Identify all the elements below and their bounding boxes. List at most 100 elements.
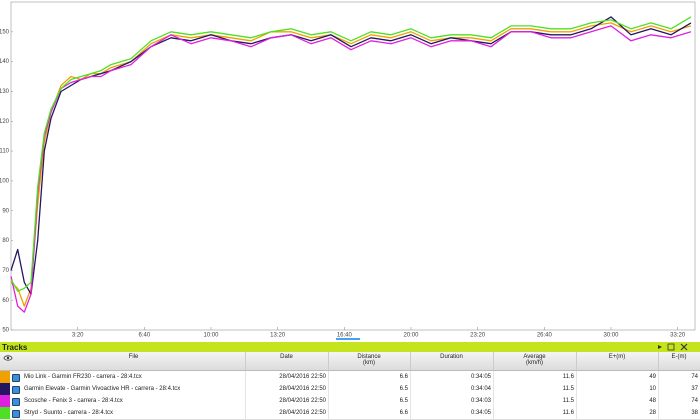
cell-value: 6.5 <box>399 398 408 404</box>
column-divider <box>576 352 577 370</box>
chart: 50 60 70 80 90 100 110 120 130 140 150 3:20 6:40 10:0… <box>0 1 696 340</box>
panel-title: Tracks <box>2 343 28 352</box>
y-tick-label: 110 <box>0 149 10 155</box>
cell-divider <box>328 395 329 407</box>
cell-value: 11.5 <box>562 398 574 404</box>
cell-value: 0:34:05 <box>470 410 491 416</box>
x-tick-label: 10:00 <box>203 333 219 339</box>
cell-divider <box>658 383 659 395</box>
y-tick-label: 60 <box>2 298 9 304</box>
y-tick-label: 80 <box>2 238 9 244</box>
column-divider <box>658 352 659 370</box>
cell-divider <box>576 407 577 419</box>
hr-line <box>10 22 692 307</box>
tracks-bar: Tracks <box>0 342 700 352</box>
tracks-panel: Tracks File Date Distance (km) Duration Aver… <box>0 342 700 420</box>
cell-value: 74 <box>691 374 698 380</box>
cell-divider <box>328 371 329 383</box>
x-tick-label: 13:20 <box>270 333 286 339</box>
cell-divider <box>328 383 329 395</box>
cell-divider <box>658 407 659 419</box>
x-tick-label: 23:20 <box>470 333 486 339</box>
cell-divider <box>245 407 246 419</box>
cell-value: 28 <box>649 410 656 416</box>
column-header: Distance (km) <box>357 354 381 366</box>
x-tick-label: 3:20 <box>72 333 84 339</box>
cell-divider <box>658 395 659 407</box>
cell-value: 49 <box>649 374 656 380</box>
x-tick-label: 6:40 <box>138 333 150 339</box>
cell-value: 11.5 <box>562 386 574 392</box>
y-tick-label: 140 <box>0 59 10 65</box>
cell-value: 28/04/2016 22:50 <box>279 386 326 392</box>
file-name: Scosche - Fenix 3 - carrera - 28:4.tcx <box>24 398 123 404</box>
cell-divider <box>245 395 246 407</box>
column-header: Date <box>280 354 293 360</box>
file-name: Stryd - Suunto - carrera - 28:4.tcx <box>24 410 114 416</box>
cell-divider <box>410 407 411 419</box>
track-row[interactable]: Stryd - Suunto - carrera - 28:4.tcx 28/04… <box>0 407 700 420</box>
cell-divider <box>493 407 494 419</box>
cell-divider <box>410 395 411 407</box>
file-name: Garmin Elevate - Garmin Vivoactive HR - … <box>24 386 181 392</box>
visibility-checkbox[interactable] <box>12 398 20 406</box>
scroll-marker[interactable] <box>336 338 360 340</box>
color-swatch <box>0 395 10 407</box>
cell-divider <box>493 371 494 383</box>
color-swatch <box>0 371 10 383</box>
cell-value: 0:34:04 <box>470 386 491 392</box>
y-tick-label: 90 <box>2 208 9 214</box>
color-swatch <box>0 383 10 395</box>
column-header: E+(m) <box>608 354 626 360</box>
x-tick-label: 26:40 <box>537 333 553 339</box>
visibility-checkbox[interactable] <box>12 410 20 418</box>
cell-value: 11.6 <box>562 410 574 416</box>
cell-divider <box>245 383 246 395</box>
column-header: E-(m) <box>671 354 687 360</box>
cell-value: 28/04/2016 22:50 <box>279 410 326 416</box>
cell-divider <box>245 371 246 383</box>
column-header: Duration <box>440 354 463 360</box>
file-name: Mio Link - Garmin FR230 - carrera - 28:4… <box>24 374 142 380</box>
x-tick-label: 33:20 <box>670 333 686 339</box>
cell-value: 10 <box>649 386 656 392</box>
cell-value: 48 <box>649 398 656 404</box>
eye-icon[interactable] <box>0 352 20 370</box>
y-tick-label: 150 <box>0 29 10 35</box>
cell-value: 6.5 <box>399 386 408 392</box>
table-header: File Date Distance (km) Duration Average (km… <box>0 352 700 371</box>
cell-value: 28/04/2016 22:50 <box>279 398 326 404</box>
cell-divider <box>410 383 411 395</box>
cell-value: 0:34:05 <box>470 374 491 380</box>
cell-divider <box>576 395 577 407</box>
cell-value: 28/04/2016 22:50 <box>279 374 326 380</box>
color-swatch <box>0 407 10 419</box>
cell-divider <box>493 383 494 395</box>
column-header: Average (km/h) <box>523 354 546 366</box>
cell-divider <box>658 371 659 383</box>
column-divider <box>410 352 411 370</box>
column-divider <box>328 352 329 370</box>
cell-value: 38 <box>691 410 698 416</box>
cell-value: 0:34:03 <box>470 398 491 404</box>
cell-divider <box>328 407 329 419</box>
cell-divider <box>576 371 577 383</box>
hr-line <box>10 16 692 292</box>
cell-value: 6.6 <box>399 374 408 380</box>
cell-divider <box>410 371 411 383</box>
column-divider <box>245 352 246 370</box>
visibility-checkbox[interactable] <box>12 386 20 394</box>
panel-icons[interactable] <box>656 342 696 352</box>
x-tick-label: 16:40 <box>337 333 353 339</box>
y-tick-label: 130 <box>0 89 10 95</box>
cell-divider <box>493 395 494 407</box>
x-tick-label: 20:00 <box>403 333 419 339</box>
cell-value: 11.6 <box>562 374 574 380</box>
y-tick-label: 70 <box>2 268 9 274</box>
cell-value: 6.6 <box>399 410 408 416</box>
plot-frame <box>10 1 696 331</box>
y-tick-label: 50 <box>2 328 9 334</box>
cell-value: 74 <box>691 398 698 404</box>
visibility-checkbox[interactable] <box>12 374 20 382</box>
